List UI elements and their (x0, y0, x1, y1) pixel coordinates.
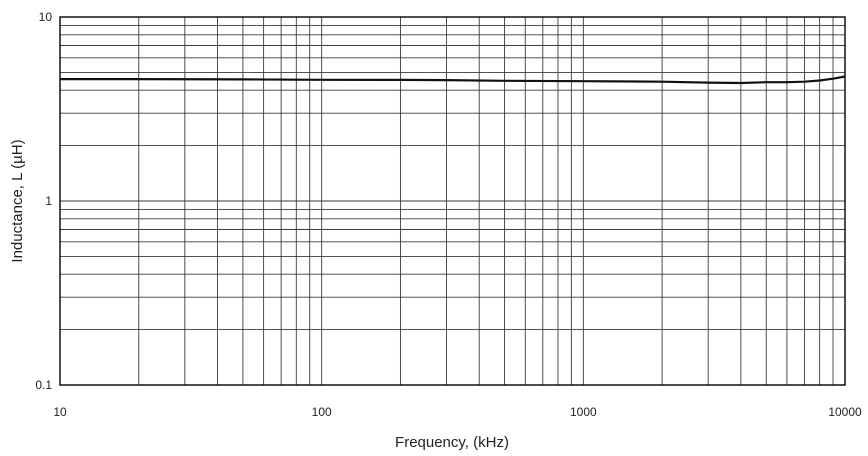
y-tick-label: 10 (39, 10, 53, 24)
series-group (60, 75, 846, 85)
y-axis-label: Inductance, L (µH) (9, 139, 26, 262)
x-axis-label: Frequency, (kHz) (395, 434, 509, 451)
x-tick-label: 10 (53, 405, 67, 419)
y-tick-label: 0.1 (35, 378, 52, 392)
x-tick-label: 1000 (570, 405, 597, 419)
x-tick-label: 10000 (828, 405, 862, 419)
series-line (60, 75, 846, 85)
y-tick-label: 1 (45, 194, 52, 208)
grid (60, 17, 845, 385)
y-axis-tick-labels: 0.1 1 10 (35, 10, 52, 392)
plot-frame (59, 16, 846, 386)
x-tick-label: 100 (312, 405, 332, 419)
x-axis-tick-labels: 10 100 1000 10000 (53, 405, 862, 419)
